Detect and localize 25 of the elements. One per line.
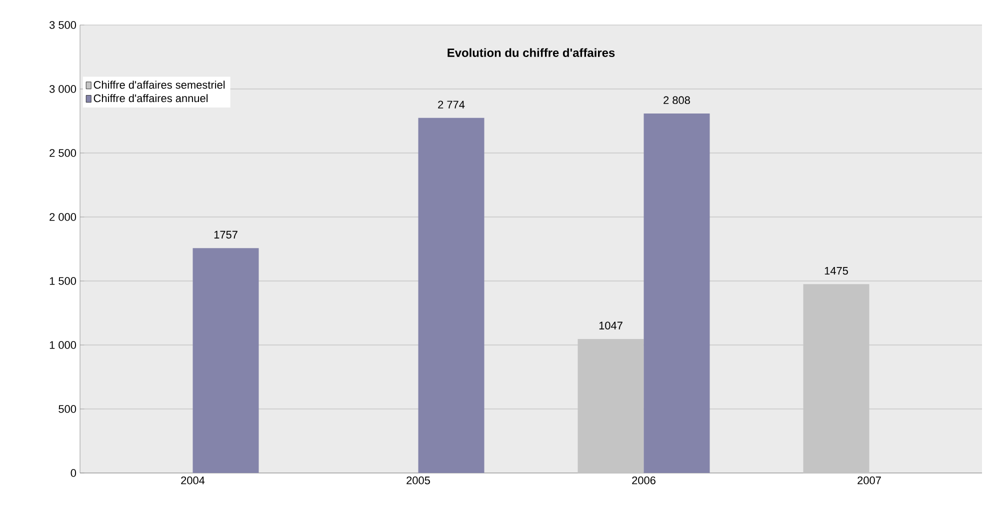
bar [578, 338, 644, 473]
y-tick-label: 2 500 [50, 149, 76, 157]
text: Evolution du chiffre d'affaires [448, 48, 615, 57]
y-tick-label: 3 000 [49, 85, 76, 93]
y-tick-label: 1 500 [50, 277, 76, 285]
y-tick-label: 500 [58, 405, 76, 413]
y-tick-label: 0 [70, 469, 76, 477]
bar [192, 248, 259, 473]
x-tick-label: 2005 [406, 476, 430, 484]
data-label: 2 808 [664, 96, 690, 104]
y-tick-label: 3 500 [49, 21, 76, 29]
bar [418, 118, 484, 473]
bar [644, 114, 710, 473]
x-tick-label: 2004 [181, 476, 205, 484]
data-label: 1475 [824, 267, 848, 275]
data-label: 2 774 [438, 100, 465, 108]
legend-label: Chiffre d'affaires annuel [94, 94, 208, 102]
y-tick-label: 2 000 [50, 213, 76, 221]
x-tick-label: 2006 [632, 476, 656, 484]
data-label: 1047 [599, 322, 622, 330]
x-tick-label: 2007 [858, 476, 881, 484]
legend-label: Chiffre d'affaires semestriel [94, 80, 225, 89]
data-label: 1757 [214, 230, 238, 239]
bar [803, 284, 870, 473]
y-tick-label: 1 000 [50, 341, 76, 349]
